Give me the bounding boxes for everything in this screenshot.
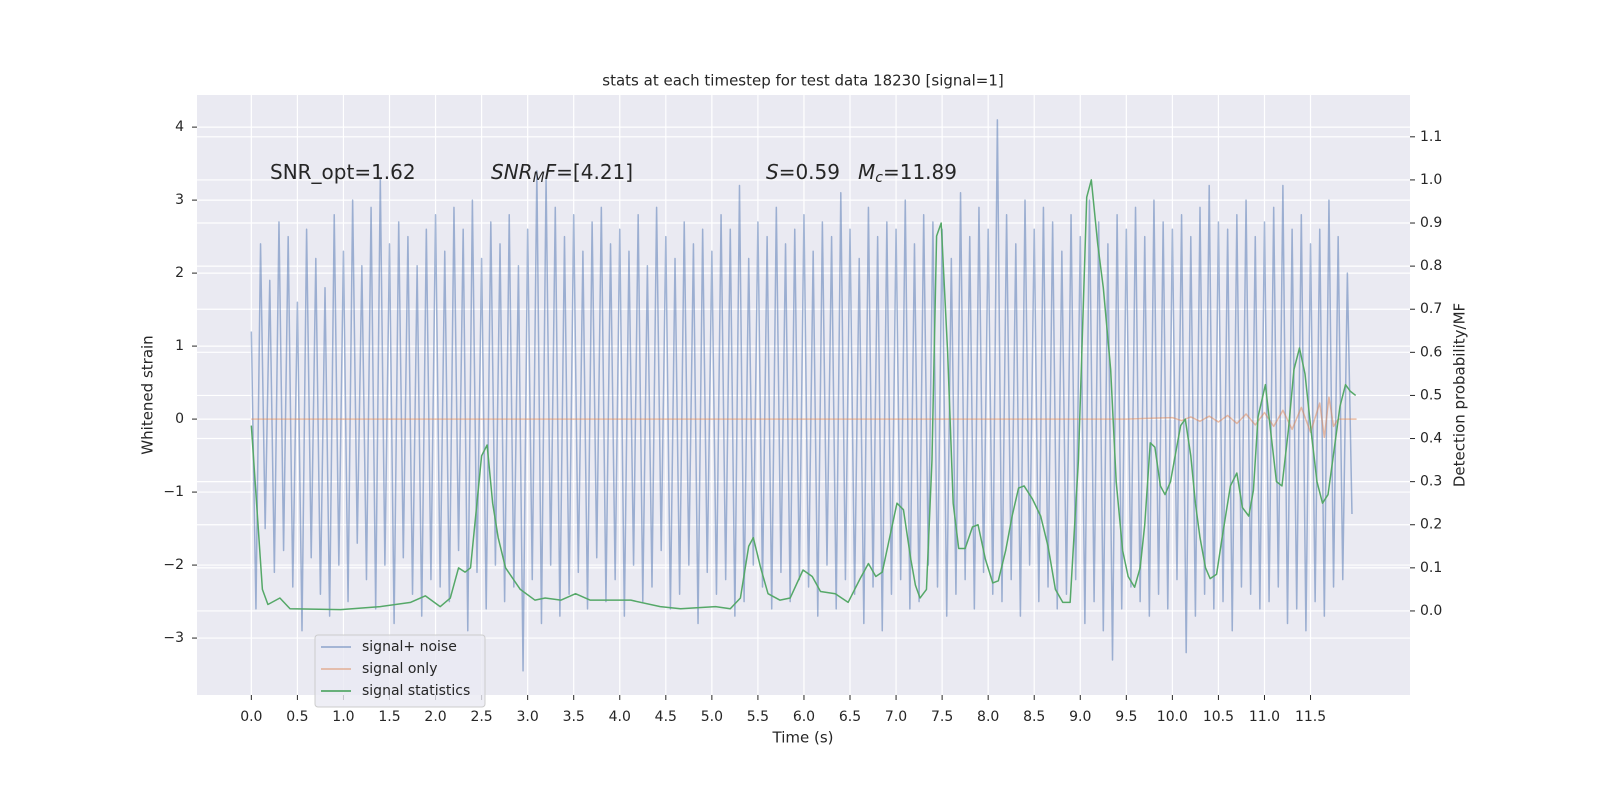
x-tick-label: 11.5	[1295, 709, 1326, 725]
annotation-part: M	[858, 160, 875, 184]
legend-label: signal+ noise	[362, 639, 457, 655]
y2-tick-label: 0.3	[1420, 474, 1442, 490]
x-tick-label: 1.0	[332, 709, 354, 725]
x-tick-label: 6.0	[793, 709, 815, 725]
x-tick-label: 4.0	[609, 709, 631, 725]
annotation-part: =[4.21]	[556, 160, 633, 184]
y2-tick-label: 0.2	[1420, 517, 1442, 533]
legend-label: signal only	[362, 661, 437, 677]
annotation: Mc=11.89	[858, 160, 957, 187]
y-axis-label: Whitened strain	[139, 335, 157, 454]
legend-box	[314, 634, 486, 708]
annotation-part: SNR	[491, 160, 533, 184]
y-tick-label: 1	[175, 338, 184, 354]
x-tick-label: 5.0	[701, 709, 723, 725]
y2-tick-label: 0.0	[1420, 603, 1442, 619]
x-tick-label: 1.5	[378, 709, 400, 725]
annotation-part: S	[766, 160, 779, 184]
annotation-part: =11.89	[883, 160, 957, 184]
y2-tick-label: 1.1	[1420, 129, 1442, 145]
y-tick-label: −1	[163, 484, 184, 500]
axes: 0.0 0.5 1.0 1.5 2.0 2.5 3.0 3.5 4.0 4.5 5.0 5.5 6.0 6…	[163, 119, 1442, 725]
annotation-part: =0.59	[779, 160, 840, 184]
y-tick-label: −3	[163, 630, 184, 646]
x-tick-label: 3.5	[563, 709, 585, 725]
x-tick-label: 7.5	[931, 709, 953, 725]
y-tick-label: −2	[163, 557, 184, 573]
annotation-part: SNR_opt=1.62	[270, 160, 416, 184]
legend-label: signal statistics	[362, 683, 470, 699]
y2-tick-label: 0.7	[1420, 301, 1442, 317]
annotation-part: c	[875, 170, 883, 186]
y-tick-label: 4	[175, 119, 184, 135]
x-axis-label: Time (s)	[772, 729, 834, 747]
x-tick-label: 9.0	[1069, 709, 1091, 725]
y-tick-label: 2	[175, 265, 184, 281]
x-tick-label: 3.0	[517, 709, 539, 725]
y2-tick-label: 0.1	[1420, 560, 1442, 576]
annotation: S=0.59	[766, 160, 840, 184]
x-tick-label: 4.5	[655, 709, 677, 725]
y-tick-label: 0	[175, 411, 184, 427]
x-tick-label: 7.0	[885, 709, 907, 725]
series-line	[250, 119, 1353, 672]
x-tick-label: 10.5	[1203, 709, 1234, 725]
x-tick-label: 0.5	[286, 709, 308, 725]
y2-tick-label: 0.5	[1420, 387, 1442, 403]
x-tick-label: 2.5	[470, 709, 492, 725]
y2-tick-label: 0.8	[1420, 258, 1442, 274]
y2-tick-label: 0.6	[1420, 344, 1442, 360]
annotation: SNR_opt=1.62	[270, 160, 416, 184]
y2-tick-label: 1.0	[1420, 172, 1442, 188]
y2-tick-label: 0.9	[1420, 215, 1442, 231]
annotation: SNRMF=[4.21]	[491, 160, 633, 187]
chart-title: stats at each timestep for test data 182…	[602, 72, 1003, 90]
x-tick-label: 10.0	[1157, 709, 1188, 725]
x-tick-label: 6.5	[839, 709, 861, 725]
x-tick-label: 0.0	[240, 709, 262, 725]
plot-lines	[250, 119, 1357, 672]
y2-axis-label: Detection probability/MF	[1451, 303, 1469, 487]
annotation-part: M	[533, 170, 545, 186]
series-line	[251, 396, 1357, 439]
x-tick-label: 11.0	[1249, 709, 1280, 725]
x-tick-label: 5.5	[747, 709, 769, 725]
x-tick-label: 8.5	[1023, 709, 1045, 725]
annotation-part: F	[545, 160, 557, 184]
x-tick-label: 2.0	[424, 709, 446, 725]
series-line	[250, 179, 1357, 611]
x-tick-label: 8.0	[977, 709, 999, 725]
y2-tick-label: 0.4	[1420, 431, 1442, 447]
x-tick-label: 9.5	[1115, 709, 1137, 725]
y-tick-label: 3	[175, 192, 184, 208]
